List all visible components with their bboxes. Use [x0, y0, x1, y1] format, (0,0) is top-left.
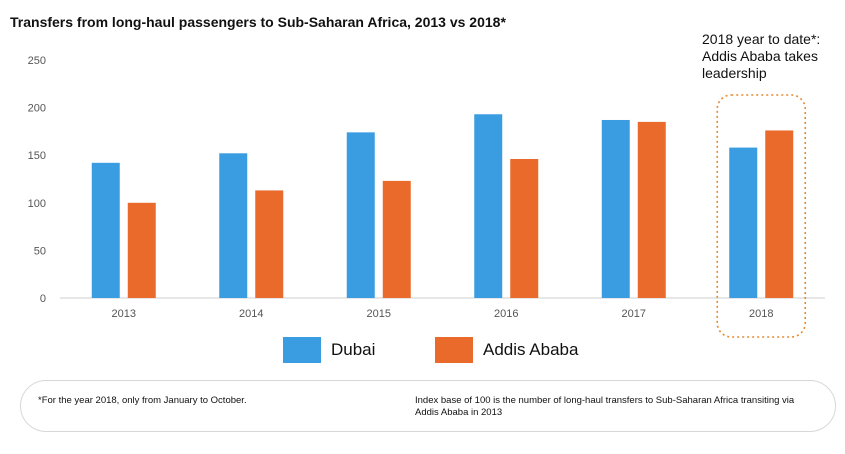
- annotation-line-2: Addis Ababa takes: [702, 48, 818, 64]
- y-tick-label: 0: [40, 293, 46, 305]
- x-tick-label: 2016: [494, 308, 518, 320]
- x-tick-label: 2018: [749, 308, 773, 320]
- bar-dubai-2013: [91, 162, 120, 298]
- bar-dubai-2014: [219, 153, 248, 298]
- x-axis: 2013 2014 2015 2016 2017 2018: [60, 297, 825, 320]
- legend-label-dubai: Dubai: [331, 340, 376, 359]
- legend-item-addis-ababa: Addis Ababa: [435, 336, 578, 364]
- x-tick-label: 2013: [112, 308, 136, 320]
- bar-dubai-2016: [474, 114, 503, 298]
- bar-dubai-2015: [346, 132, 375, 298]
- annotation-2018: 2018 year to date*: Addis Ababa takes le…: [702, 31, 842, 82]
- bar-addis-ababa-2017: [637, 121, 666, 298]
- y-axis: 0 50 100 150 200 250: [28, 55, 46, 305]
- chart-title: Transfers from long-haul passengers to S…: [10, 14, 506, 30]
- bar-dubai-2018: [729, 147, 758, 298]
- y-tick-label: 50: [34, 245, 46, 257]
- y-tick-label: 250: [28, 55, 46, 67]
- legend-swatch-dubai: [283, 337, 321, 363]
- y-tick-label: 150: [28, 150, 46, 162]
- bar-addis-ababa-2015: [382, 180, 411, 298]
- legend-item-dubai: Dubai: [283, 336, 375, 364]
- y-tick-label: 200: [28, 103, 46, 115]
- annotation-line-3: leadership: [702, 65, 767, 81]
- legend-label-addis-ababa: Addis Ababa: [483, 340, 579, 359]
- bar-addis-ababa-2016: [510, 159, 539, 298]
- highlight-box-2018: [716, 94, 807, 338]
- bar-addis-ababa-2018: [765, 130, 794, 298]
- x-tick-label: 2015: [367, 308, 391, 320]
- bar-addis-ababa-2013: [127, 202, 156, 298]
- x-tick-label: 2017: [622, 308, 646, 320]
- footnote-box: [20, 380, 836, 432]
- footnote-left: *For the year 2018, only from January to…: [38, 395, 247, 406]
- bars: [91, 114, 794, 298]
- bar-dubai-2017: [601, 119, 630, 298]
- annotation-line-1: 2018 year to date*:: [702, 31, 821, 47]
- bar-chart: 0 50 100 150 200 250 2013 2014 2015 2016 2017 2018: [28, 55, 825, 338]
- footnote-right: Index base of 100 is the number of long-…: [415, 395, 795, 418]
- bar-addis-ababa-2014: [255, 190, 284, 298]
- x-tick-label: 2014: [239, 308, 263, 320]
- y-tick-label: 100: [28, 198, 46, 210]
- legend-swatch-addis-ababa: [435, 337, 473, 363]
